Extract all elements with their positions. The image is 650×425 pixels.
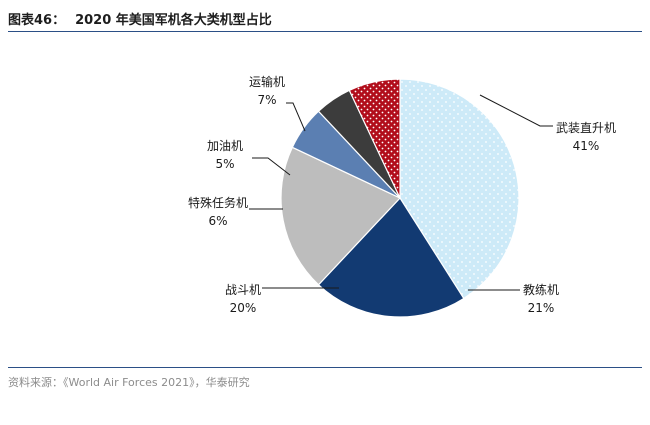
- leader-line-1: [479, 94, 553, 127]
- slice-name-label: 教练机: [523, 282, 559, 297]
- pie-slice-6: [348, 78, 401, 199]
- slice-percent-label: 5%: [215, 157, 234, 171]
- figure-source: 资料来源：《World Air Forces 2021》，华泰研究: [8, 376, 250, 389]
- figure-title: 图表46： 2020 年美国军机各大类机型占比: [8, 9, 272, 28]
- slice-percent-label: 7%: [257, 93, 276, 107]
- figure-header: 图表46： 2020 年美国军机各大类机型占比: [8, 7, 642, 32]
- pie-labels: 武装直升机 41% 教练机 21% 战斗机 20% 特殊任务机 6% 加油机 5% 运输机 7%: [188, 74, 616, 315]
- leader-line-5: [252, 157, 291, 176]
- pie-slices: [280, 78, 520, 318]
- pie-slice-3: [280, 146, 402, 286]
- pie-slice-1: [399, 78, 520, 300]
- slice-name-label: 特殊任务机: [188, 195, 248, 210]
- leader-line-6: [286, 102, 306, 132]
- pie-slice-2: [317, 197, 465, 318]
- slice-percent-label: 21%: [528, 301, 555, 315]
- figure-number: 图表46：: [8, 13, 66, 28]
- slice-name-label: 武装直升机: [556, 121, 616, 135]
- slice-percent-label: 6%: [208, 214, 227, 228]
- figure-footer-rule: [8, 367, 642, 369]
- slice-name-label: 加油机: [207, 139, 243, 153]
- figure-title-text: 2020 年美国军机各大类机型占比: [75, 13, 272, 28]
- slice-name-label: 战斗机: [225, 283, 261, 297]
- slice-percent-label: 20%: [230, 301, 257, 315]
- pie-leader-lines: [249, 94, 553, 291]
- slice-percent-label: 41%: [573, 139, 600, 153]
- slice-name-label: 运输机: [249, 74, 285, 89]
